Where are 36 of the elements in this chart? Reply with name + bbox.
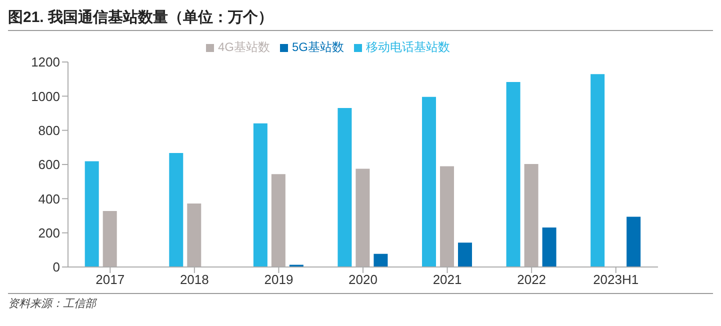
bar <box>84 161 99 267</box>
bar <box>271 174 286 267</box>
bar <box>169 153 184 267</box>
y-tick-label: 600 <box>38 157 60 172</box>
bar <box>422 96 436 267</box>
bar <box>338 108 352 267</box>
bar <box>187 203 202 267</box>
bar <box>524 164 538 267</box>
legend-label: 移动电话基站数 <box>366 40 450 54</box>
x-tick-label: 2020 <box>348 272 378 288</box>
x-tick-label: 2019 <box>264 272 294 288</box>
y-tick-label: 1200 <box>31 54 60 70</box>
x-tick-label: 2021 <box>432 272 462 288</box>
bar <box>253 123 268 267</box>
bar <box>440 166 454 267</box>
bar <box>458 242 472 267</box>
x-tick-label: 2022 <box>517 272 546 288</box>
chart-title: 图21. 我国通信基站数量（单位：万个） <box>8 8 713 31</box>
legend-label: 5G基站数 <box>292 40 344 54</box>
legend-label: 4G基站数 <box>218 40 270 54</box>
bar <box>542 228 556 267</box>
x-tick-label: 2017 <box>96 272 125 288</box>
bar <box>506 82 520 267</box>
bar <box>626 216 641 267</box>
x-tick-label: 2023H1 <box>593 272 639 288</box>
y-tick-label: 400 <box>38 191 60 206</box>
x-tick-label: 2018 <box>180 272 209 288</box>
y-tick-label: 800 <box>38 122 60 138</box>
bar <box>356 168 370 267</box>
bar <box>374 254 388 267</box>
y-tick-label: 1000 <box>31 88 60 104</box>
bar <box>590 74 605 267</box>
y-tick-label: 0 <box>52 260 60 275</box>
y-tick-label: 200 <box>38 225 60 240</box>
text: 资料来源：工信部 <box>8 298 96 310</box>
bar <box>102 210 117 267</box>
